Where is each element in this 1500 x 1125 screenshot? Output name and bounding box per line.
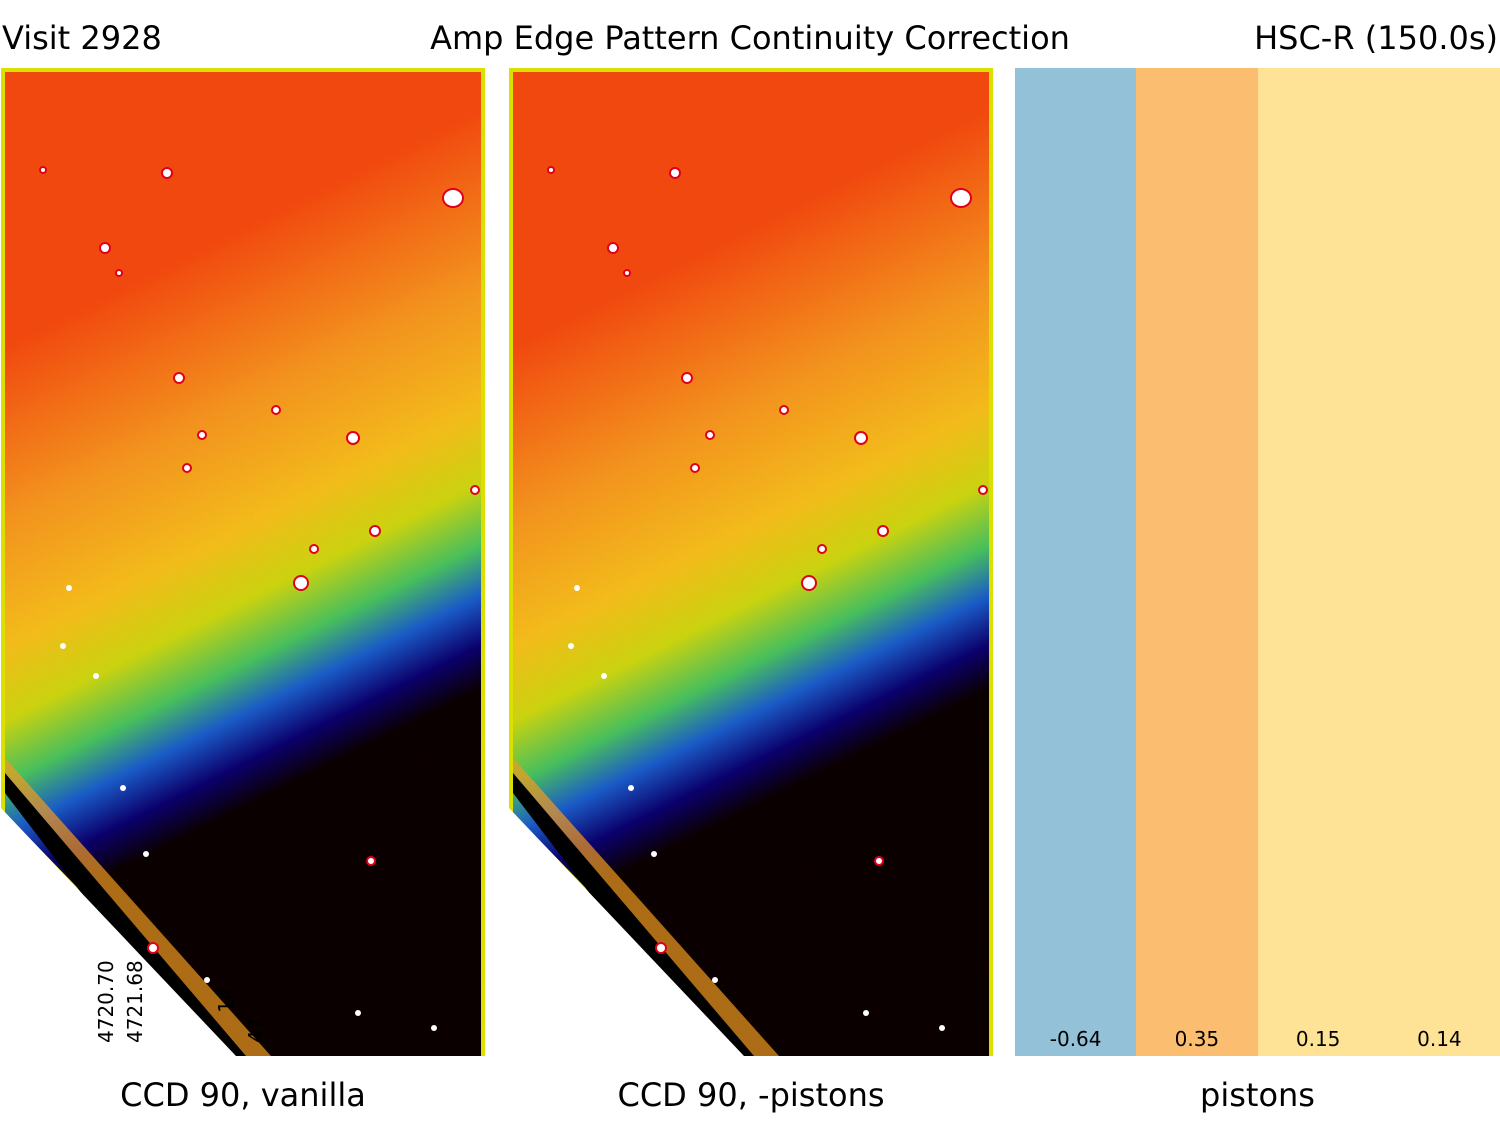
filter-exposure-label: HSC-R (150.0s) — [1254, 19, 1498, 57]
edge-dark-band — [5, 773, 246, 1056]
star — [442, 188, 464, 208]
star — [182, 463, 192, 473]
star — [574, 585, 580, 591]
vignetted-corner — [509, 808, 744, 1056]
star — [863, 1010, 869, 1016]
sky-noise — [5, 72, 481, 1056]
edge-dark-band — [513, 773, 754, 1056]
star — [346, 431, 360, 445]
star — [623, 269, 631, 277]
star — [712, 977, 718, 983]
caption-pistons: pistons — [1200, 1076, 1315, 1114]
caption-vanilla: CCD 90, vanilla — [120, 1076, 366, 1114]
star — [271, 405, 281, 415]
star — [431, 1025, 437, 1031]
star — [681, 372, 693, 384]
star — [197, 430, 207, 440]
star — [874, 856, 884, 866]
star — [147, 942, 159, 954]
star — [366, 856, 376, 866]
star — [939, 1025, 945, 1031]
piston-value: 0.35 — [1174, 1027, 1220, 1051]
star — [801, 575, 817, 591]
star — [950, 188, 972, 208]
ccd-image-minus-pistons — [509, 68, 993, 1056]
star — [779, 405, 789, 415]
star — [628, 785, 634, 791]
sky-noise — [513, 72, 989, 1056]
star — [877, 525, 889, 537]
vignetted-corner — [1, 808, 236, 1056]
figure-title: Amp Edge Pattern Continuity Correction — [430, 19, 1070, 57]
edge-label: 47 — [244, 1018, 268, 1043]
star — [655, 942, 667, 954]
edge-label: 4720.70 — [94, 960, 118, 1043]
star — [978, 485, 988, 495]
piston-value: 0.15 — [1295, 1027, 1341, 1051]
star — [143, 851, 149, 857]
star — [607, 242, 619, 254]
ccd-image-vanilla: 4720.70 4721.68 14 47 — [1, 68, 485, 1056]
star — [690, 463, 700, 473]
edge-label: 4721.68 — [123, 960, 147, 1043]
piston-amp-1: -0.64 — [1015, 68, 1137, 1056]
star — [99, 242, 111, 254]
star — [817, 544, 827, 554]
star — [39, 166, 47, 174]
star — [355, 1010, 361, 1016]
star — [60, 643, 66, 649]
star — [369, 525, 381, 537]
star — [309, 544, 319, 554]
piston-amp-2: 0.35 — [1136, 68, 1258, 1056]
piston-amp-4: 0.14 — [1378, 68, 1500, 1056]
edge-label: 14 — [214, 988, 238, 1013]
star — [204, 977, 210, 983]
star — [115, 269, 123, 277]
star — [547, 166, 555, 174]
star — [854, 431, 868, 445]
star — [651, 851, 657, 857]
piston-value: -0.64 — [1049, 1027, 1102, 1051]
caption-minus-pistons: CCD 90, -pistons — [617, 1076, 885, 1114]
piston-amp-3: 0.15 — [1257, 68, 1379, 1056]
star — [173, 372, 185, 384]
star — [568, 643, 574, 649]
star — [120, 785, 126, 791]
star — [470, 485, 480, 495]
star — [705, 430, 715, 440]
piston-value: 0.14 — [1417, 1027, 1462, 1051]
star — [161, 167, 173, 179]
star — [669, 167, 681, 179]
star — [601, 673, 607, 679]
star — [293, 575, 309, 591]
star — [93, 673, 99, 679]
star — [66, 585, 72, 591]
visit-label: Visit 2928 — [2, 19, 162, 57]
pistons-panel: -0.64 0.35 0.15 0.14 — [1015, 68, 1500, 1056]
